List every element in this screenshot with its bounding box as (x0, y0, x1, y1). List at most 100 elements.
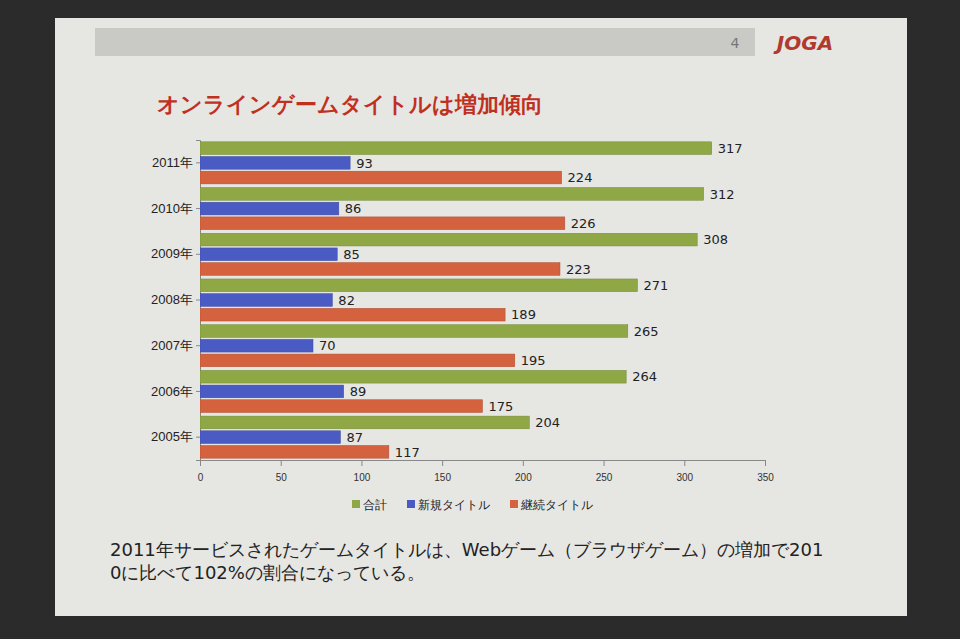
bar (200, 157, 350, 170)
x-tick-label: 0 (198, 472, 204, 483)
backdrop (0, 0, 960, 639)
bar (200, 217, 565, 230)
bar (200, 431, 340, 444)
x-tick-mark (604, 460, 605, 466)
logo: JOGA (773, 31, 833, 55)
x-tick-label: 150 (434, 472, 451, 483)
bars (200, 142, 712, 458)
data-label: 175 (489, 399, 514, 414)
data-label: 86 (345, 201, 362, 216)
x-tick-label: 200 (515, 472, 532, 483)
y-axis: 2011年2010年2009年2008年2007年2006年2005年 (151, 141, 200, 461)
data-label: 82 (338, 293, 355, 308)
bar (200, 416, 529, 429)
y-tick: 2008年 (151, 292, 200, 307)
bar (200, 248, 337, 261)
x-tick-label: 250 (596, 472, 613, 483)
y-tick-label: 2007年 (151, 338, 193, 353)
bar (200, 202, 339, 215)
chart-root: 4JOGAオンラインゲームタイトルは増加傾向050100150200250300… (0, 0, 960, 639)
bar (200, 263, 560, 276)
note-line: 2011年サービスされたゲームタイトルは、Webゲーム（ブラウザゲーム）の増加で… (110, 539, 823, 560)
y-tick-label: 2008年 (151, 292, 193, 307)
data-label: 317 (718, 141, 743, 156)
data-label: 312 (710, 187, 735, 202)
x-tick-mark (523, 460, 524, 466)
y-tick-label: 2011年 (152, 155, 193, 170)
x-tick: 350 (757, 460, 774, 483)
legend-label: 継続タイトル (520, 498, 593, 512)
data-labels: 3173123082712652642049386858270898722422… (319, 141, 743, 460)
legend-swatch (510, 500, 518, 508)
legend-swatch (407, 500, 415, 508)
bar-series (200, 171, 565, 458)
x-tick-label: 100 (354, 472, 371, 483)
bar (200, 325, 628, 338)
x-tick: 300 (676, 460, 693, 483)
legend-item: 新規タイトル (407, 498, 490, 512)
bar-series (200, 142, 712, 429)
data-label: 189 (511, 307, 536, 322)
data-label: 226 (571, 216, 596, 231)
data-label: 223 (566, 262, 591, 277)
y-tick: 2005年 (151, 429, 200, 444)
x-tick: 0 (198, 460, 204, 483)
bar (200, 354, 515, 367)
bar (200, 339, 313, 352)
legend-swatch (352, 500, 360, 508)
slide (55, 18, 907, 616)
header-band (95, 28, 755, 56)
data-label: 265 (634, 324, 659, 339)
bar (200, 308, 505, 321)
legend-item: 合計 (352, 498, 387, 512)
bar (200, 385, 344, 398)
data-label: 195 (521, 353, 546, 368)
data-label: 87 (346, 430, 363, 445)
y-tick: 2010年 (151, 201, 200, 216)
x-tick-label: 350 (757, 472, 774, 483)
x-tick-mark (281, 460, 282, 466)
bar (200, 188, 704, 201)
x-tick-mark (684, 460, 685, 466)
data-label: 224 (568, 170, 593, 185)
y-tick-mark (196, 300, 200, 301)
x-axis: 0 50 100 150 200 250 300 350 (198, 460, 775, 483)
x-tick-label: 50 (276, 472, 288, 483)
bar (200, 233, 697, 246)
y-tick: 2011年 (152, 155, 200, 170)
x-axis-line (201, 460, 766, 461)
x-tick: 50 (276, 460, 288, 483)
bar (200, 142, 712, 155)
note: 2011年サービスされたゲームタイトルは、Webゲーム（ブラウザゲーム）の増加で… (110, 539, 823, 583)
note-line: 0に比べて102%の割合になっている。 (110, 562, 425, 583)
y-tick: 2007年 (151, 338, 200, 353)
data-label: 204 (535, 415, 560, 430)
data-label: 70 (319, 338, 336, 353)
x-tick-label: 300 (676, 472, 693, 483)
bar (200, 171, 562, 184)
y-tick-mark (196, 254, 200, 255)
x-tick: 100 (354, 460, 371, 483)
x-tick-mark (442, 460, 443, 466)
x-tick: 250 (596, 460, 613, 483)
y-tick-label: 2005年 (151, 429, 193, 444)
bar (200, 294, 332, 307)
x-tick: 200 (515, 460, 532, 483)
page-number: 4 (731, 35, 740, 51)
y-tick-label: 2006年 (151, 384, 193, 399)
y-tick-mark (196, 391, 200, 392)
data-label: 85 (343, 247, 360, 262)
legend-label: 合計 (363, 498, 387, 512)
bar (200, 279, 637, 292)
bar (200, 400, 483, 413)
x-tick-mark (361, 460, 362, 466)
data-label: 264 (632, 369, 657, 384)
legend-label: 新規タイトル (418, 498, 490, 512)
y-tick-mark (196, 345, 200, 346)
bar (200, 370, 626, 383)
y-tick-label: 2010年 (151, 201, 193, 216)
legend-item: 継続タイトル (510, 498, 593, 512)
data-label: 117 (395, 445, 420, 460)
data-label: 308 (703, 232, 728, 247)
data-label: 89 (350, 384, 367, 399)
